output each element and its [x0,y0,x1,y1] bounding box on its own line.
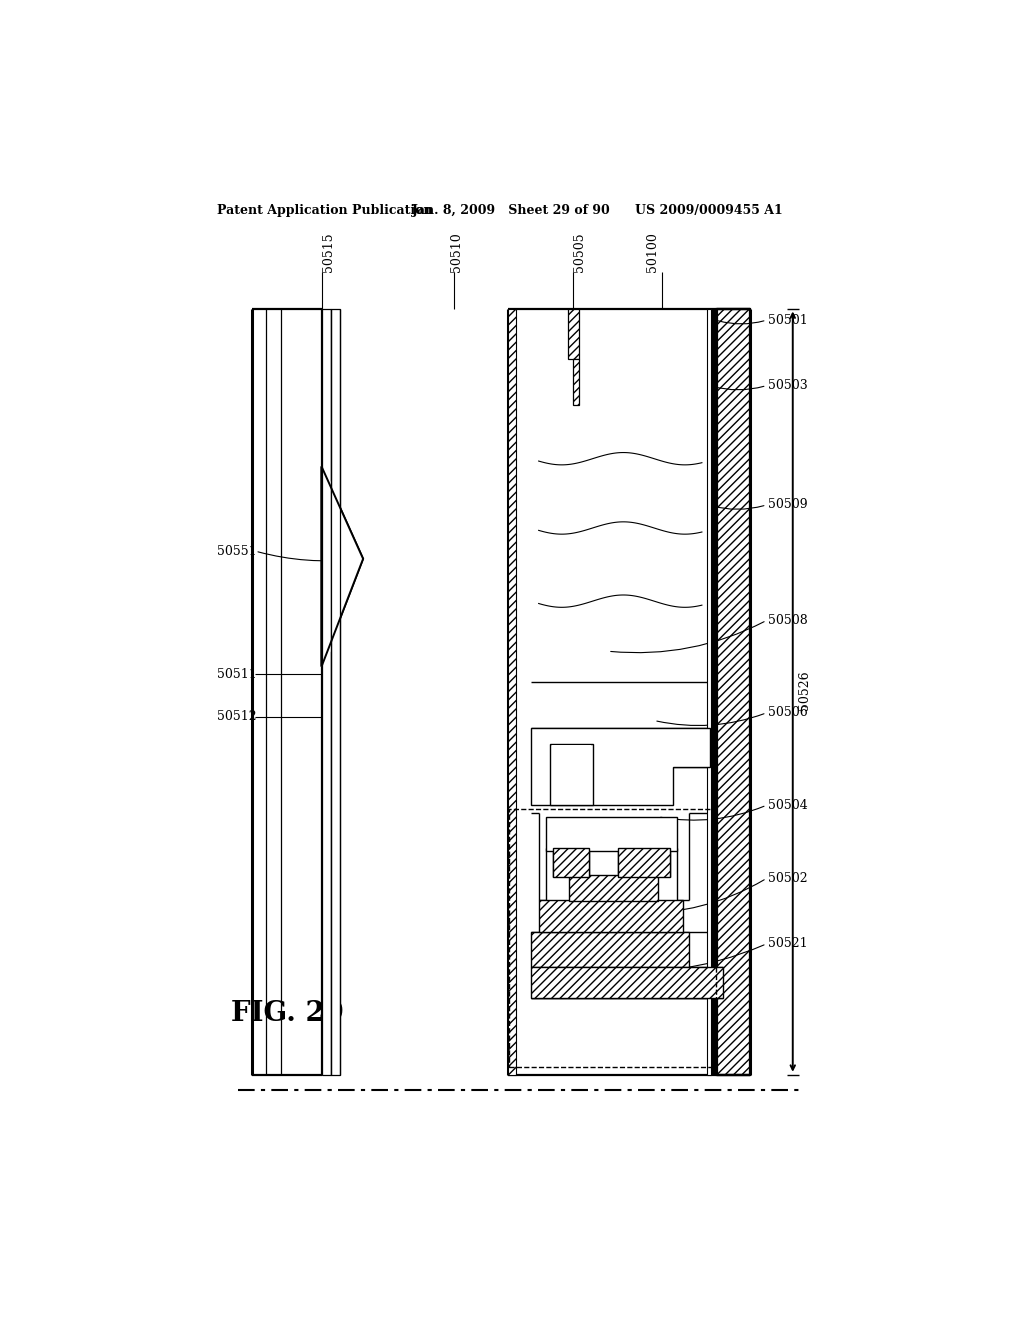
Text: 50506: 50506 [768,706,808,719]
Bar [707,309,711,1074]
Text: 50509: 50509 [768,499,808,511]
Bar [252,309,322,1074]
Bar [509,809,716,1067]
Polygon shape [322,466,364,667]
Text: 50521: 50521 [768,937,808,950]
Bar [617,847,670,876]
Bar [539,900,683,932]
Bar [552,744,591,804]
Text: US 2009/0009455 A1: US 2009/0009455 A1 [635,205,782,218]
Bar [550,743,593,805]
Bar [569,875,658,902]
Bar [553,847,589,876]
Text: FIG. 29: FIG. 29 [230,999,344,1027]
Bar [711,309,717,1074]
Text: 50515: 50515 [322,232,335,272]
Text: 50526: 50526 [798,669,811,710]
Text: Jan. 8, 2009   Sheet 29 of 90: Jan. 8, 2009 Sheet 29 of 90 [412,205,610,218]
Bar [568,309,580,359]
Bar [717,309,751,1074]
Bar [547,817,677,851]
Text: 50512: 50512 [217,710,256,723]
Bar [531,966,724,998]
Text: Patent Application Publication: Patent Application Publication [217,205,432,218]
Text: 50100: 50100 [646,232,659,272]
Bar [508,309,515,1074]
Bar [322,309,331,1074]
Text: 50504: 50504 [768,799,808,812]
Text: 50510: 50510 [451,232,463,272]
Bar [573,359,580,405]
Text: 50508: 50508 [768,614,808,627]
Bar [531,932,689,966]
Text: 50505: 50505 [573,232,587,272]
Text: 50501: 50501 [768,314,808,326]
Text: 50511: 50511 [217,668,257,681]
Bar [331,309,340,1074]
Text: 50503: 50503 [768,379,808,392]
Text: 50502: 50502 [768,871,808,884]
Text: 50551: 50551 [217,545,256,557]
Polygon shape [322,466,364,667]
Polygon shape [531,729,710,805]
